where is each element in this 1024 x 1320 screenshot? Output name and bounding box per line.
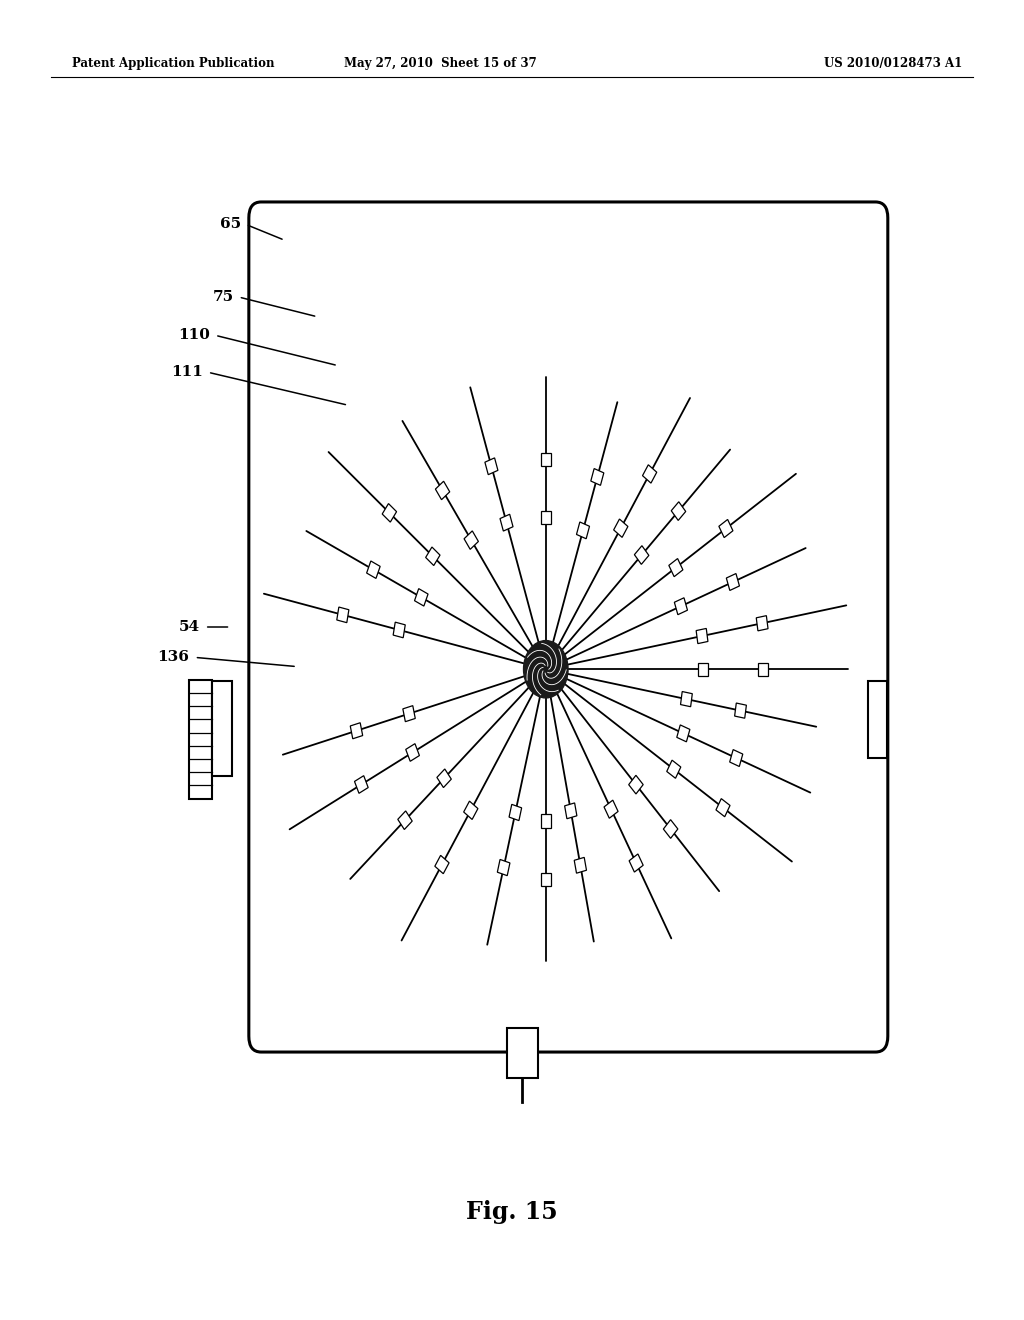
Text: Fig. 15: Fig. 15 <box>466 1200 558 1224</box>
Bar <box>393 622 406 638</box>
FancyBboxPatch shape <box>249 202 888 1052</box>
Text: US 2010/0128473 A1: US 2010/0128473 A1 <box>824 57 963 70</box>
Text: 75: 75 <box>212 290 233 304</box>
Text: May 27, 2010  Sheet 15 of 37: May 27, 2010 Sheet 15 of 37 <box>344 57 537 70</box>
Bar <box>406 743 420 762</box>
Bar <box>354 776 369 793</box>
Bar <box>730 750 742 767</box>
Bar <box>435 855 450 874</box>
Bar <box>382 503 396 523</box>
Bar <box>726 574 739 590</box>
Text: 111: 111 <box>171 366 203 379</box>
Bar <box>577 521 590 539</box>
Bar <box>868 681 887 758</box>
Bar <box>337 607 349 623</box>
Bar <box>677 725 690 742</box>
Text: 110: 110 <box>178 329 210 342</box>
Bar <box>574 858 587 874</box>
Bar <box>716 799 730 817</box>
Bar <box>696 628 708 644</box>
Bar <box>437 770 452 788</box>
Text: Patent Application Publication: Patent Application Publication <box>72 57 274 70</box>
Bar <box>435 482 450 500</box>
Bar <box>367 561 380 578</box>
Bar <box>485 458 498 475</box>
Bar <box>629 854 643 873</box>
Bar <box>397 810 413 829</box>
Circle shape <box>523 640 568 698</box>
Bar <box>719 520 733 537</box>
Bar <box>507 1028 538 1078</box>
Bar <box>541 511 551 524</box>
Bar <box>675 598 687 615</box>
Text: 54: 54 <box>178 620 200 634</box>
Bar <box>541 873 551 886</box>
Bar <box>757 615 768 631</box>
Bar <box>509 804 521 821</box>
Bar <box>402 706 416 722</box>
Bar <box>212 681 232 776</box>
Bar <box>697 663 708 676</box>
Bar <box>591 469 604 486</box>
Text: 65: 65 <box>219 218 241 231</box>
Bar <box>350 723 362 739</box>
Bar <box>189 680 212 799</box>
Bar <box>498 859 510 875</box>
Bar <box>564 803 577 818</box>
Bar <box>669 558 683 577</box>
Bar <box>604 800 618 818</box>
Bar <box>426 546 440 565</box>
Bar <box>734 704 746 718</box>
Bar <box>464 801 478 820</box>
Bar <box>464 531 478 549</box>
Bar <box>541 453 551 466</box>
Text: 136: 136 <box>158 651 189 664</box>
Bar <box>613 519 628 537</box>
Bar <box>415 589 428 606</box>
Bar <box>500 515 513 531</box>
Bar <box>681 692 692 706</box>
Bar <box>635 545 649 565</box>
Bar <box>758 663 768 676</box>
Bar <box>541 814 551 828</box>
Bar <box>642 465 656 483</box>
Bar <box>629 775 643 793</box>
Bar <box>664 820 678 838</box>
Bar <box>672 502 686 520</box>
Bar <box>667 760 681 779</box>
